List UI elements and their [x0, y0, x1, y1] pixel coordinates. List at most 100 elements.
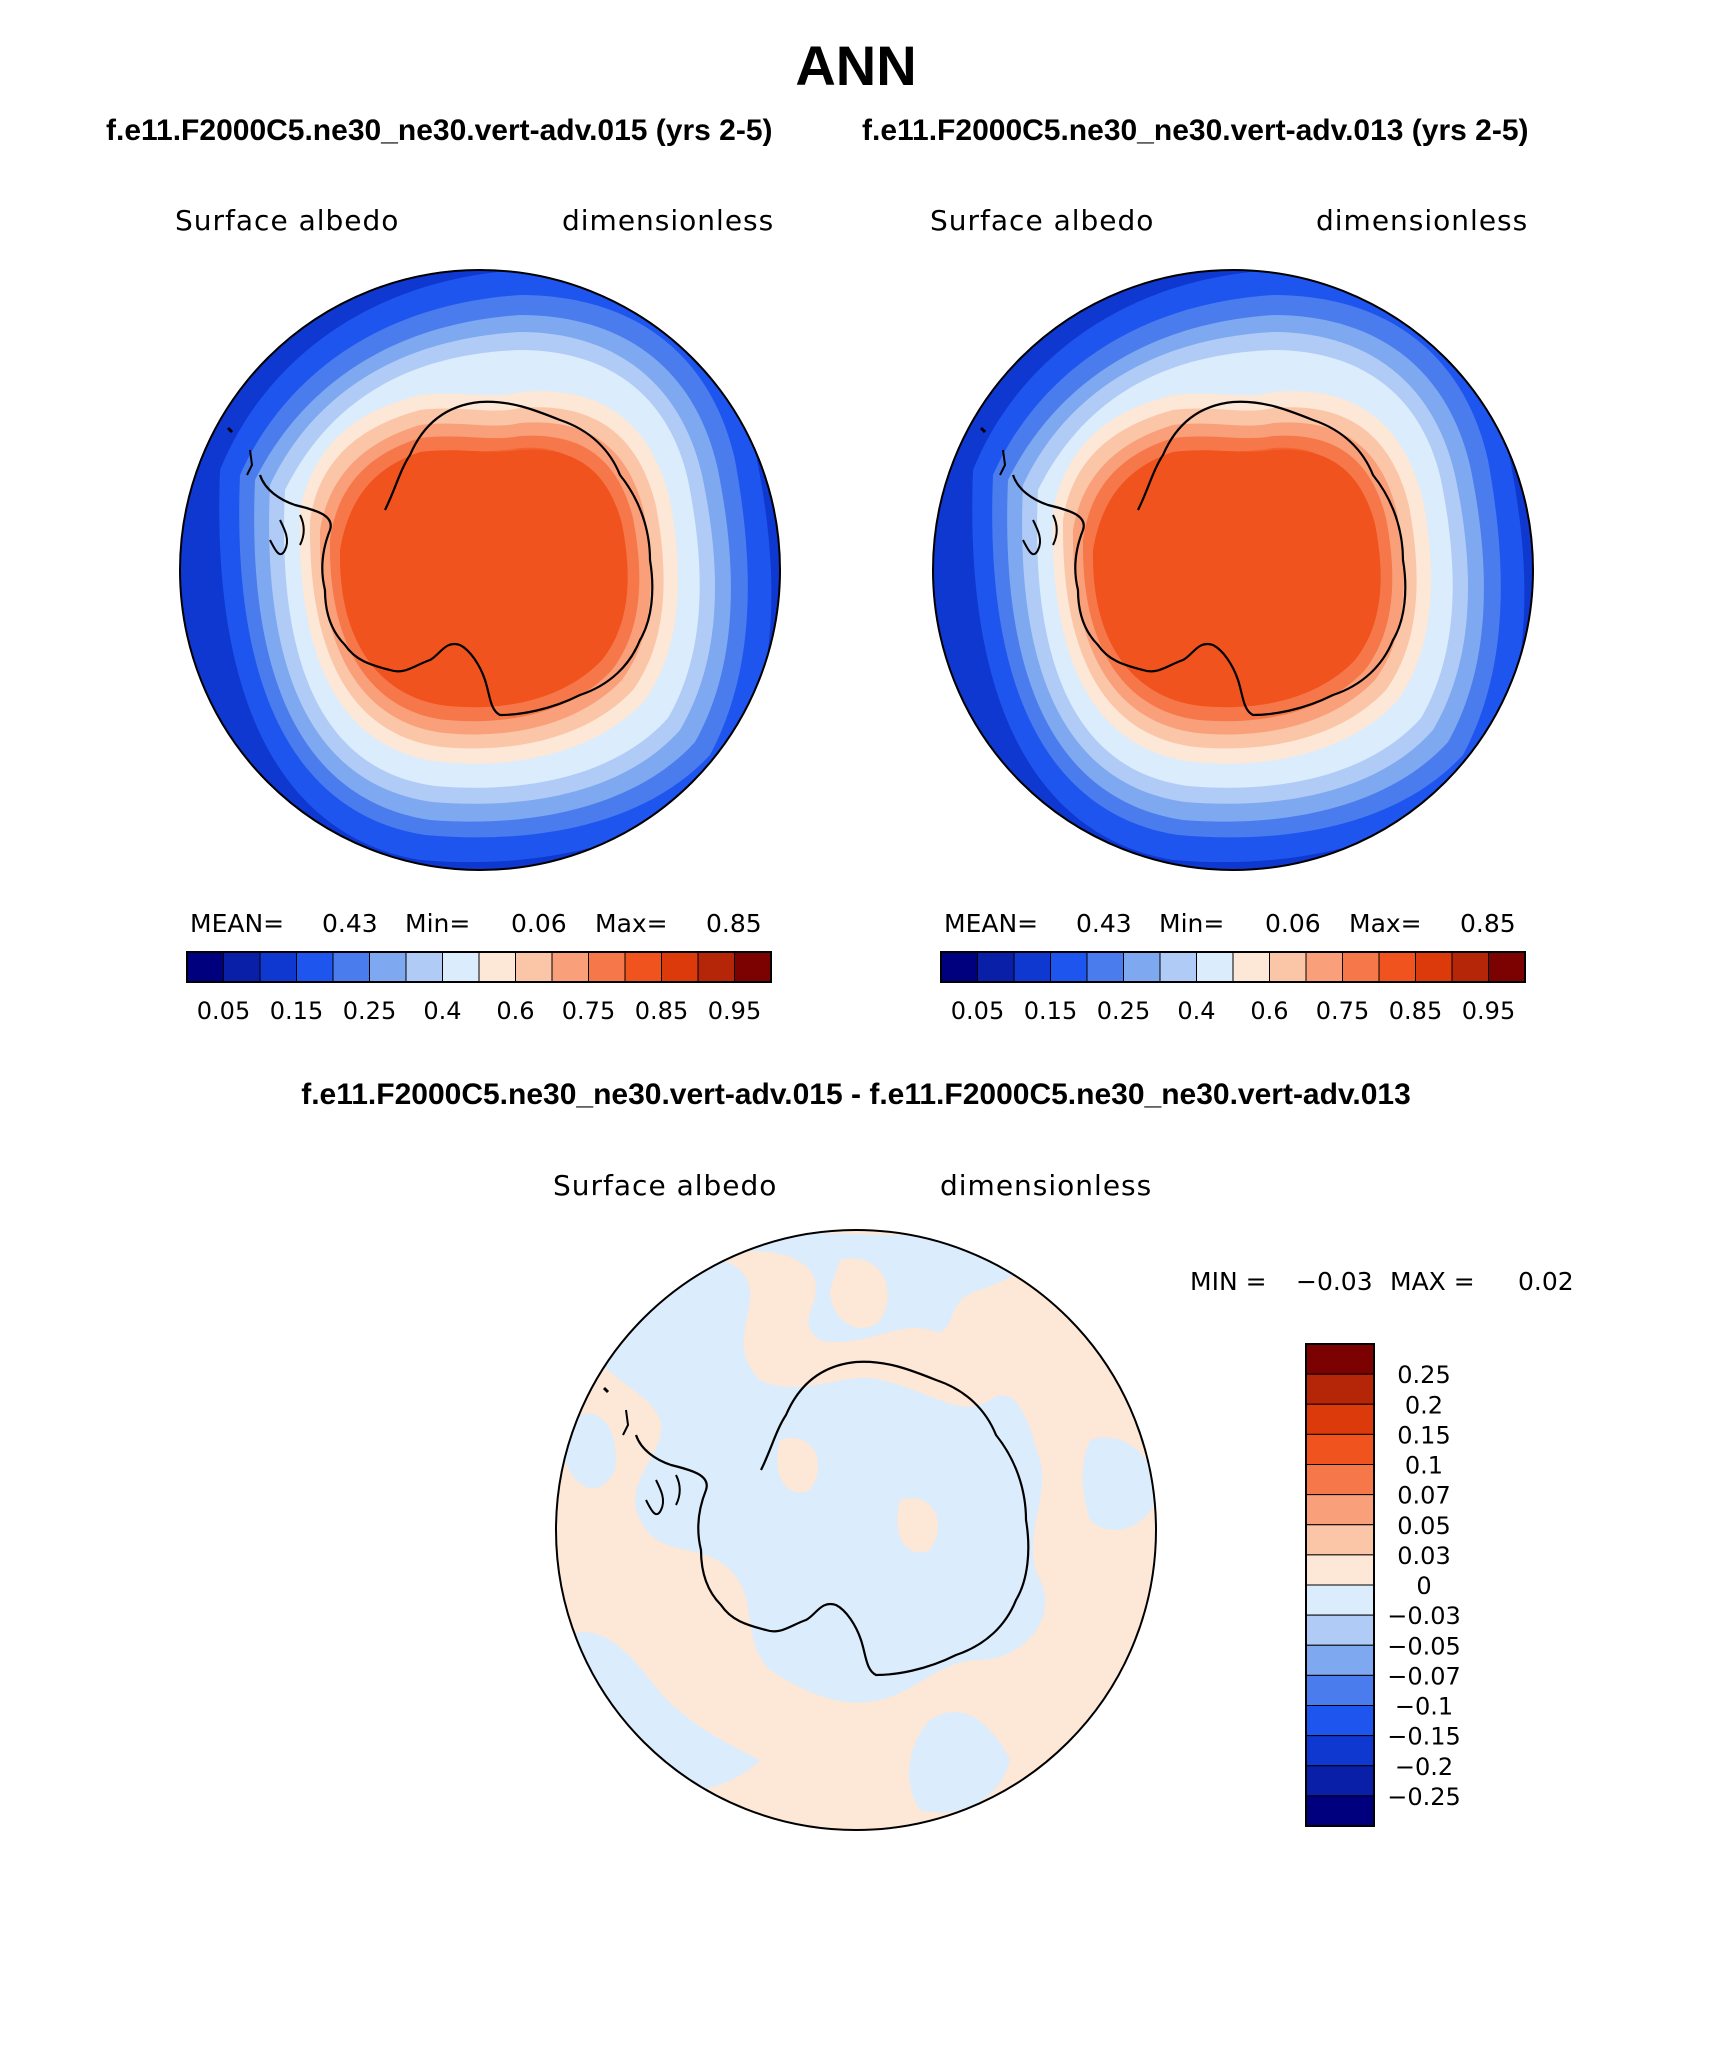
colorbar-left: 0.05 0.15 0.25 0.4 0.6 0.75 0.85 0.95 [186, 951, 772, 1025]
colorbar-swatch [1013, 951, 1051, 983]
difference-variable: Surface albedo [553, 1169, 777, 1202]
colorbar-swatch [1415, 951, 1453, 983]
colorbar-swatch [405, 951, 443, 983]
panel-right-variable: Surface albedo [930, 204, 1154, 237]
colorbar-swatch [1488, 951, 1526, 983]
panel-left-case-title: f.e11.F2000C5.ne30_ne30.vert-adv.015 (yr… [106, 114, 773, 147]
colorbar-swatch [1451, 951, 1489, 983]
map-right [933, 270, 1533, 870]
colorbar-tick-label: 0.05 [1397, 1512, 1450, 1540]
colorbar-swatch [1196, 951, 1234, 983]
colorbar-swatch [1305, 1373, 1375, 1405]
colorbar-swatch [1305, 951, 1343, 983]
colorbar-tick-label: 0.07 [1397, 1482, 1450, 1510]
colorbar-swatch [1305, 1644, 1375, 1676]
colorbar-swatch [1159, 951, 1197, 983]
colorbar-swatch [442, 951, 480, 983]
colorbar-swatch [1123, 951, 1161, 983]
difference-stats: MIN = −0.03 MAX = 0.02 [1190, 1267, 1574, 1296]
colorbar-tick-label: 0.75 [1316, 997, 1369, 1025]
colorbar-tick-label: 0.2 [1405, 1391, 1443, 1419]
map-right-frame [932, 269, 1534, 871]
colorbar-swatch [478, 951, 516, 983]
colorbar-tick-label: 0.95 [1462, 997, 1515, 1025]
colorbar-frame [186, 951, 772, 983]
colorbar-tick-label: 0.85 [1389, 997, 1442, 1025]
colorbar-swatch [1378, 951, 1416, 983]
colorbar-swatch [1305, 1705, 1375, 1737]
colorbar-swatch [588, 951, 626, 983]
colorbar-swatch [1305, 1403, 1375, 1435]
colorbar-difference: 0.250.20.150.10.070.050.030−0.03−0.05−0.… [1305, 1343, 1461, 1827]
colorbar-tick-label: 0.03 [1397, 1542, 1450, 1570]
colorbar-swatch [1305, 1464, 1375, 1496]
colorbar-swatch [1305, 1735, 1375, 1767]
max-value: 0.85 [1460, 909, 1516, 938]
colorbar-swatch [369, 951, 407, 983]
colorbar-tick-label: 0.25 [1097, 997, 1150, 1025]
min-label: Min= [1159, 909, 1224, 938]
mean-value: 0.43 [1076, 909, 1132, 938]
colorbar-right: 0.05 0.15 0.25 0.4 0.6 0.75 0.85 0.95 [940, 951, 1526, 1025]
panel-left-units: dimensionless [562, 204, 774, 237]
colorbar-swatch [734, 951, 772, 983]
panel-right-case-title: f.e11.F2000C5.ne30_ne30.vert-adv.013 (yr… [862, 114, 1529, 147]
colorbar-swatch [1232, 951, 1270, 983]
map-difference-frame [555, 1229, 1157, 1831]
colorbar-swatch [259, 951, 297, 983]
colorbar-swatch [1305, 1674, 1375, 1706]
colorbar-swatch [1305, 1433, 1375, 1465]
panel-left-variable: Surface albedo [175, 204, 399, 237]
colorbar-frame [1305, 1343, 1375, 1827]
colorbar-tick-label: 0.4 [1177, 997, 1215, 1025]
colorbar-swatch [296, 951, 334, 983]
colorbar-swatch [1305, 1795, 1375, 1827]
min-value: 0.06 [511, 909, 567, 938]
colorbar-swatch [332, 951, 370, 983]
colorbar-swatch [624, 951, 662, 983]
colorbar-tick-label: 0.15 [270, 997, 323, 1025]
map-left-frame [179, 269, 781, 871]
colorbar-swatch [697, 951, 735, 983]
max-value: 0.02 [1518, 1267, 1574, 1296]
map-left [180, 270, 780, 870]
min-value: 0.06 [1265, 909, 1321, 938]
colorbar-swatch [1305, 1554, 1375, 1586]
colorbar-tick-label: 0.75 [562, 997, 615, 1025]
colorbar-swatch [1305, 1524, 1375, 1556]
colorbar-tick-label: −0.03 [1387, 1602, 1461, 1630]
colorbar-swatch [1305, 1614, 1375, 1646]
colorbar-swatch [223, 951, 261, 983]
colorbar-swatch [1342, 951, 1380, 983]
colorbar-tick-label: 0.95 [708, 997, 761, 1025]
colorbar-swatch [1086, 951, 1124, 983]
colorbar-tick-label: 0.1 [1405, 1452, 1443, 1480]
min-value: −0.03 [1296, 1267, 1373, 1296]
max-label: Max= [595, 909, 668, 938]
colorbar-tick-label: 0.25 [343, 997, 396, 1025]
panel-right-units: dimensionless [1316, 204, 1528, 237]
mean-label: MEAN= [190, 909, 284, 938]
colorbar-tick-label: 0.25 [1397, 1361, 1450, 1389]
colorbar-tick-label: −0.2 [1395, 1753, 1453, 1781]
colorbar-swatch [551, 951, 589, 983]
max-label: MAX = [1390, 1267, 1475, 1296]
mean-value: 0.43 [322, 909, 378, 938]
min-label: MIN = [1190, 1267, 1267, 1296]
colorbar-swatch [940, 951, 978, 983]
panel-left-stats: MEAN= 0.43 Min= 0.06 Max= 0.85 [190, 909, 762, 938]
colorbar-tick-label: 0.05 [197, 997, 250, 1025]
figure-title: ANN [795, 34, 916, 97]
difference-title: f.e11.F2000C5.ne30_ne30.vert-adv.015 - f… [301, 1078, 1411, 1111]
min-label: Min= [405, 909, 470, 938]
colorbar-swatch [661, 951, 699, 983]
colorbar-swatch [1305, 1765, 1375, 1797]
colorbar-swatch [1305, 1584, 1375, 1616]
colorbar-tick-label: 0.15 [1397, 1421, 1450, 1449]
panel-right-stats: MEAN= 0.43 Min= 0.06 Max= 0.85 [944, 909, 1516, 938]
colorbar-tick-label: 0.6 [496, 997, 534, 1025]
colorbar-swatch [977, 951, 1015, 983]
max-label: Max= [1349, 909, 1422, 938]
colorbar-frame [940, 951, 1526, 983]
